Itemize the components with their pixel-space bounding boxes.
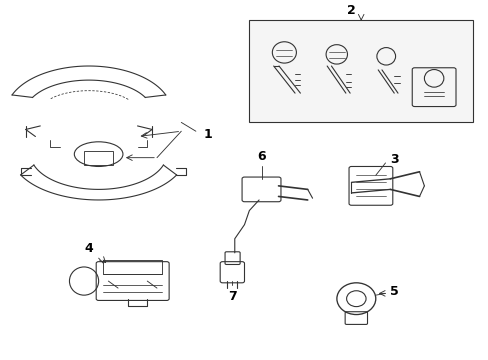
Text: 3: 3 [389, 153, 398, 166]
FancyBboxPatch shape [249, 20, 472, 122]
Text: 6: 6 [257, 150, 265, 163]
Text: 5: 5 [389, 285, 398, 298]
Text: 7: 7 [227, 290, 236, 303]
Text: 1: 1 [203, 128, 211, 141]
Text: 2: 2 [346, 4, 355, 17]
Text: 4: 4 [84, 242, 93, 255]
